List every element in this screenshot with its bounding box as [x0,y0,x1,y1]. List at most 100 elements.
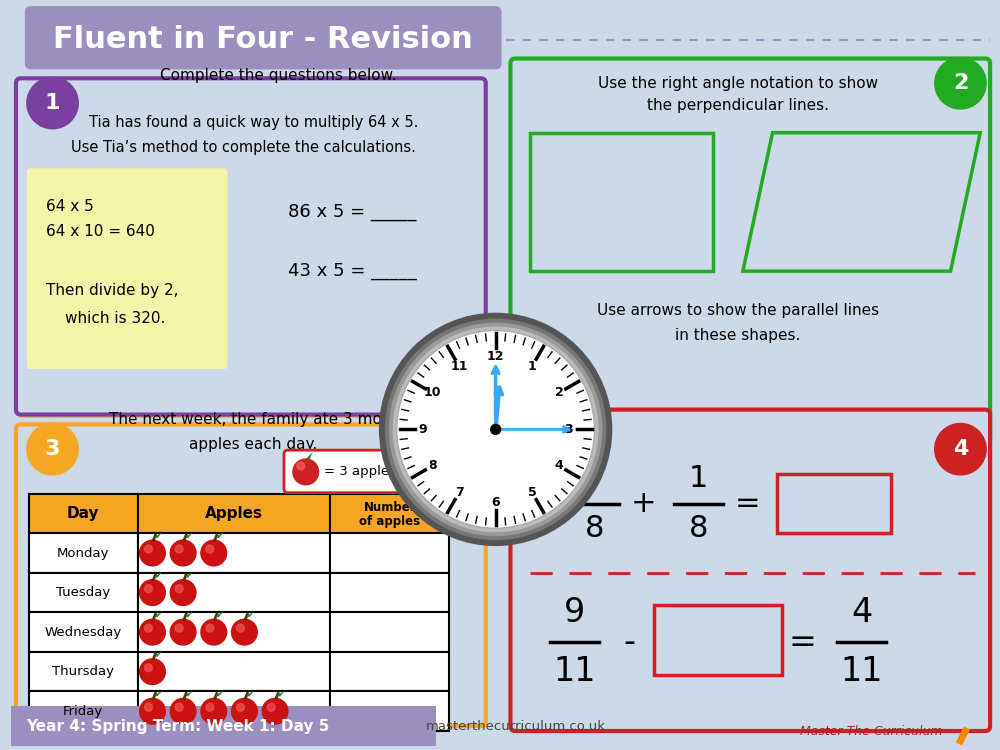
Bar [777,474,891,533]
Text: 64 x 5: 64 x 5 [46,200,93,214]
Text: -: - [623,626,635,658]
Polygon shape [154,572,162,578]
Text: 6: 6 [491,496,500,509]
Bar [654,605,782,675]
Polygon shape [185,532,193,538]
Bar [138,573,330,612]
Circle shape [237,704,244,711]
Polygon shape [154,611,162,617]
Circle shape [293,459,319,484]
Circle shape [232,620,257,645]
Circle shape [206,624,214,632]
Text: 4: 4 [851,596,872,628]
Text: 12: 12 [487,350,504,363]
Text: =: = [788,626,816,658]
Text: 7: 7 [585,464,604,494]
Text: 5: 5 [528,486,537,500]
Circle shape [140,580,165,605]
Text: Apples: Apples [205,506,263,521]
Circle shape [175,624,183,632]
Circle shape [140,540,165,566]
Bar [138,692,330,731]
Circle shape [170,698,196,724]
Circle shape [262,698,288,724]
Bar [330,494,449,533]
Text: 8: 8 [689,514,708,543]
Text: in these shapes.: in these shapes. [675,328,801,343]
FancyBboxPatch shape [16,78,486,415]
FancyBboxPatch shape [510,58,990,444]
Circle shape [935,58,986,109]
Circle shape [145,704,152,711]
Bar [330,652,449,692]
Circle shape [201,540,227,566]
FancyBboxPatch shape [16,424,486,726]
Polygon shape [216,611,224,617]
Circle shape [145,664,152,672]
Bar [138,652,330,692]
Circle shape [232,698,257,724]
Circle shape [145,545,152,553]
Text: Use arrows to show the parallel lines: Use arrows to show the parallel lines [597,303,879,318]
Text: 86 x 5 = _____: 86 x 5 = _____ [288,202,416,220]
Circle shape [393,326,598,532]
Text: 10: 10 [423,386,441,399]
FancyBboxPatch shape [25,6,502,70]
Circle shape [140,620,165,645]
Bar [138,494,330,533]
Text: Friday: Friday [63,705,103,718]
Circle shape [140,698,165,724]
Text: 9: 9 [564,596,585,628]
Bar [330,573,449,612]
Text: 1: 1 [45,93,60,113]
Circle shape [27,77,78,129]
Text: 43 x 5 = _____: 43 x 5 = _____ [288,262,417,280]
Circle shape [145,585,152,592]
Text: Tuesday: Tuesday [56,586,110,599]
Text: 64 x 10 = 640: 64 x 10 = 640 [46,224,155,239]
Text: 3: 3 [564,423,573,436]
Text: Thursday: Thursday [52,665,114,678]
Circle shape [237,624,244,632]
Circle shape [267,704,275,711]
Text: 4: 4 [953,440,968,459]
Text: Day: Day [67,506,99,521]
Text: Use the right angle notation to show: Use the right angle notation to show [598,76,878,91]
Circle shape [491,424,501,434]
Polygon shape [216,532,224,538]
Text: 11: 11 [840,656,883,688]
Circle shape [201,698,227,724]
FancyBboxPatch shape [284,450,445,493]
Text: 11: 11 [553,656,596,688]
Bar [29,533,138,573]
Bar [530,133,713,272]
Polygon shape [154,532,162,538]
Text: Use Tia’s method to complete the calculations.: Use Tia’s method to complete the calcula… [71,140,416,155]
Circle shape [175,545,183,553]
Circle shape [140,658,165,685]
Bar [29,652,138,692]
Text: 9: 9 [418,423,427,436]
Text: masterthecurriculum.co.uk: masterthecurriculum.co.uk [425,719,605,733]
Polygon shape [216,691,224,697]
Bar [330,533,449,573]
Circle shape [935,424,986,475]
Text: The next week, the family ate 3 more: The next week, the family ate 3 more [109,412,398,427]
Text: 2: 2 [555,386,563,399]
Text: Tia has found a quick way to multiply 64 x 5.: Tia has found a quick way to multiply 64… [89,116,418,130]
Polygon shape [185,572,193,578]
Circle shape [170,620,196,645]
Bar [29,573,138,612]
Circle shape [389,322,602,536]
Text: +: + [631,489,657,518]
Text: Master The Curriculum: Master The Curriculum [800,724,943,737]
Text: Monday: Monday [57,547,109,560]
Circle shape [297,462,305,470]
Bar [29,612,138,652]
Text: the perpendicular lines.: the perpendicular lines. [647,98,829,113]
Text: 7: 7 [455,486,463,500]
Bar [330,692,449,731]
Text: Wednesday: Wednesday [45,626,122,639]
Text: 1: 1 [528,359,537,373]
Circle shape [27,424,78,475]
